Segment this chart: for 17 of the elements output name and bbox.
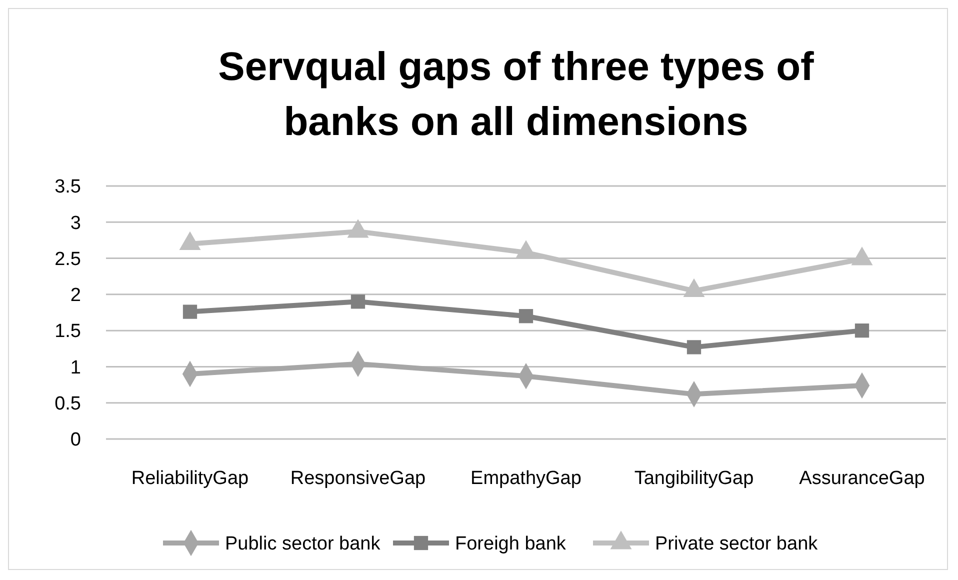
chart-title: Servqual gaps of three types of banks on all dimensions — [218, 45, 815, 144]
y-tick-label: 1.5 — [54, 321, 81, 342]
x-tick-label: EmpathyGap — [470, 468, 582, 489]
y-tick-label: 1 — [70, 357, 81, 378]
x-tick-label: TangibilityGap — [634, 468, 754, 489]
y-tick-label: 3.5 — [54, 176, 81, 198]
x-tick-label: ReliabilityGap — [131, 468, 249, 489]
y-tick-label: 2.5 — [54, 248, 81, 270]
x-tick-label: ResponsiveGap — [290, 468, 426, 489]
x-tick-label: AssuranceGap — [799, 468, 925, 489]
legend-label: Public sector bank — [225, 534, 381, 555]
legend-label: Private sector bank — [655, 534, 818, 555]
legend-label: Foreigh bank — [455, 534, 566, 555]
y-tick-label: 0.5 — [54, 394, 81, 415]
y-tick-label: 0 — [70, 430, 81, 451]
y-tick-label: 3 — [70, 212, 81, 234]
y-tick-label: 2 — [70, 285, 81, 306]
